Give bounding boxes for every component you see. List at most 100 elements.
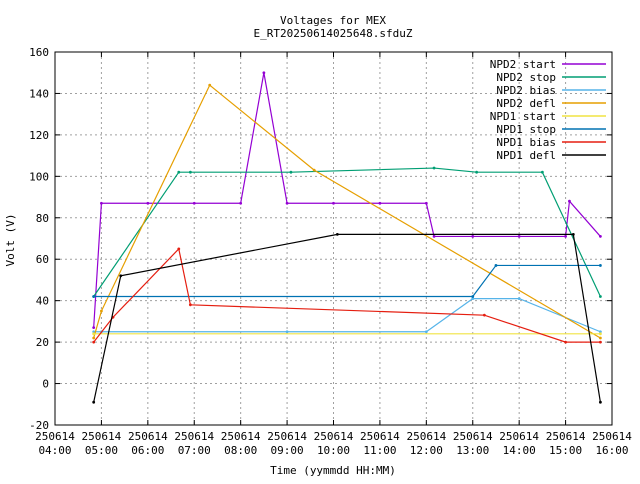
x-tick-time: 14:00 — [503, 444, 536, 457]
x-tick-date: 250614 — [406, 430, 446, 443]
data-point — [598, 330, 602, 334]
legend-label: NPD2 start — [490, 58, 556, 71]
x-tick-date: 250614 — [453, 430, 493, 443]
data-point — [289, 170, 293, 174]
data-point — [424, 201, 428, 205]
x-tick-time: 12:00 — [410, 444, 443, 457]
series-line — [93, 167, 601, 297]
data-point — [517, 235, 521, 238]
data-point — [192, 201, 196, 205]
x-tick-time: 11:00 — [363, 444, 396, 457]
data-point — [378, 201, 382, 205]
x-tick-date: 250614 — [221, 430, 261, 443]
data-point — [432, 235, 436, 238]
x-tick-time: 10:00 — [317, 444, 350, 457]
x-tick-date: 250614 — [360, 430, 400, 443]
data-point — [598, 295, 602, 298]
data-point — [424, 330, 428, 334]
data-point — [471, 295, 475, 298]
y-tick-label: 140 — [29, 87, 49, 100]
x-tick-time: 13:00 — [456, 444, 489, 457]
data-point — [312, 168, 316, 172]
y-axis-label: Volt (V) — [4, 214, 17, 267]
data-point — [598, 264, 602, 267]
data-point — [494, 264, 498, 267]
legend-label: NPD1 bias — [496, 136, 556, 149]
data-point — [564, 235, 567, 238]
legend-label: NPD2 defl — [496, 97, 556, 110]
data-point — [100, 201, 103, 205]
x-tick-date: 250614 — [499, 430, 539, 443]
chart-subtitle: E_RT20250614025648.sfduZ — [254, 27, 413, 40]
data-point — [598, 332, 602, 336]
y-tick-label: 20 — [36, 336, 49, 349]
data-point — [471, 297, 475, 300]
data-point — [119, 274, 123, 278]
data-point — [598, 340, 602, 344]
data-point — [146, 201, 150, 205]
x-tick-time: 05:00 — [85, 444, 118, 457]
series-traces — [92, 71, 602, 404]
series-npd1-start — [92, 332, 602, 336]
series-npd1-bias — [92, 247, 602, 344]
data-point — [92, 400, 96, 404]
series-npd2-defl — [92, 83, 602, 340]
grid-lines — [55, 52, 612, 425]
y-axis-ticks: -20 0 20 40 60 80 100 120 140 160 — [29, 46, 612, 432]
data-point — [188, 303, 192, 307]
data-point — [92, 340, 96, 344]
data-point — [188, 170, 192, 174]
y-tick-label: 160 — [29, 46, 49, 59]
x-tick-date: 250614 — [128, 430, 168, 443]
data-point — [92, 330, 96, 334]
data-point — [598, 400, 602, 404]
x-tick-date: 250614 — [267, 430, 307, 443]
data-point — [517, 297, 521, 300]
x-tick-time: 04:00 — [38, 444, 71, 457]
x-tick-time: 09:00 — [271, 444, 304, 457]
data-point — [100, 309, 103, 313]
data-point — [285, 201, 289, 205]
data-point — [177, 247, 181, 251]
series-npd2-stop — [92, 166, 602, 298]
x-tick-date: 250614 — [546, 430, 586, 443]
data-point — [92, 336, 96, 340]
y-tick-label: 40 — [36, 295, 49, 308]
x-tick-date: 250614 — [314, 430, 354, 443]
y-tick-label: 100 — [29, 170, 49, 183]
chart-title: Voltages for MEX — [280, 14, 386, 27]
x-axis-ticks: 25061404:0025061405:0025061406:002506140… — [35, 52, 632, 457]
data-point — [92, 326, 96, 330]
series-npd2-start — [92, 71, 602, 330]
y-tick-label: -20 — [29, 419, 49, 432]
y-tick-label: 120 — [29, 129, 49, 142]
series-npd1-defl — [92, 232, 602, 404]
x-tick-date: 250614 — [82, 430, 122, 443]
data-point — [239, 201, 243, 205]
data-point — [177, 170, 181, 174]
data-point — [598, 235, 602, 238]
data-point — [208, 83, 212, 87]
data-point — [432, 166, 436, 170]
x-tick-time: 06:00 — [131, 444, 164, 457]
y-tick-label: 60 — [36, 253, 49, 266]
legend-label: NPD2 bias — [496, 84, 556, 97]
series-npd1-stop — [92, 264, 602, 298]
data-point — [540, 170, 544, 174]
data-point — [475, 170, 479, 174]
x-tick-time: 16:00 — [595, 444, 628, 457]
series-line — [93, 264, 601, 298]
legend-label: NPD2 stop — [496, 71, 556, 84]
x-axis-label: Time (yymmdd HH:MM) — [270, 464, 396, 477]
data-point — [471, 235, 475, 238]
data-point — [262, 71, 266, 75]
series-line — [93, 72, 601, 328]
data-point — [332, 201, 335, 205]
x-tick-date: 250614 — [592, 430, 632, 443]
x-tick-date: 250614 — [174, 430, 214, 443]
legend-label: NPD1 start — [490, 110, 556, 123]
data-point — [568, 199, 571, 203]
data-point — [92, 332, 96, 336]
